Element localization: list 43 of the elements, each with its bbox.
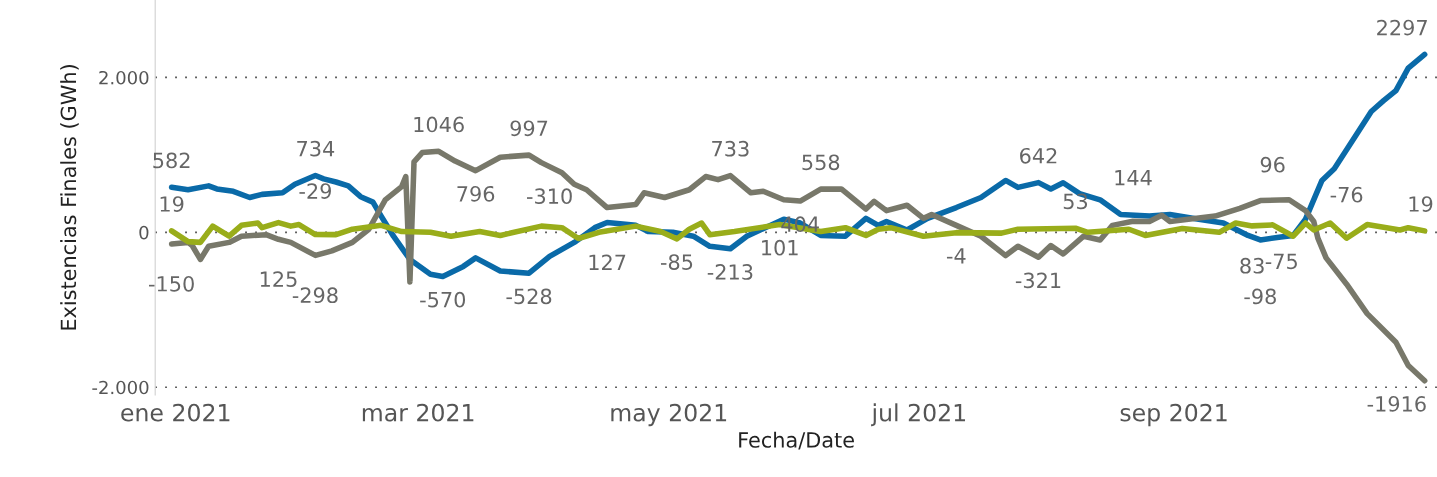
annotation: -85 [660, 254, 693, 270]
x-tick-label: may 2021 [611, 403, 727, 427]
x-tick-label: mar 2021 [362, 403, 474, 422]
y-tick-label: -2.000 [92, 380, 149, 395]
y-tick-label: 2.000 [99, 70, 149, 85]
annotation: 404 [781, 216, 819, 233]
annotation: 96 [1260, 156, 1285, 173]
annotation: 1046 [414, 116, 464, 133]
annotation: 144 [1115, 170, 1152, 186]
annotation: 19 [160, 196, 184, 212]
annotation: -310 [526, 188, 572, 205]
annotation: 997 [510, 120, 548, 137]
annotation: -76 [1330, 186, 1363, 203]
annotation: -528 [506, 288, 552, 305]
x-tick-label: sep 2021 [1120, 403, 1227, 427]
annotation: -29 [299, 183, 331, 199]
y-tick-label: 0 [139, 225, 149, 240]
annotation: 83 [1240, 257, 1264, 274]
annotation: 2297 [1377, 19, 1427, 36]
annotation: 796 [457, 185, 495, 202]
annotation: 53 [1063, 193, 1088, 210]
annotation: 642 [1020, 147, 1057, 164]
x-tick-label: jul 2021 [871, 403, 966, 427]
annotation: -570 [420, 291, 466, 308]
annotation: -321 [1015, 272, 1061, 289]
annotation: -298 [292, 287, 338, 304]
annotation: 582 [153, 152, 190, 169]
annotation: 558 [802, 154, 840, 171]
annotation: 127 [589, 254, 626, 270]
x-axis-title: Fecha/Date [739, 431, 854, 450]
annotation: 19 [1409, 196, 1433, 212]
annotation: -150 [149, 275, 194, 292]
annotation: 733 [712, 140, 749, 157]
y-axis-title: Existencias Finales (GWh) [60, 65, 79, 330]
annotation: -4 [946, 248, 966, 264]
annotation: 125 [260, 271, 297, 288]
annotation: 101 [762, 239, 798, 256]
annotation: -213 [707, 264, 753, 280]
annotation: -1916 [1367, 395, 1426, 412]
x-tick-label: ene 2021 [121, 403, 230, 422]
annotation: 734 [297, 140, 335, 157]
annotation: -98 [1244, 288, 1276, 305]
annotation: -75 [1265, 253, 1297, 270]
